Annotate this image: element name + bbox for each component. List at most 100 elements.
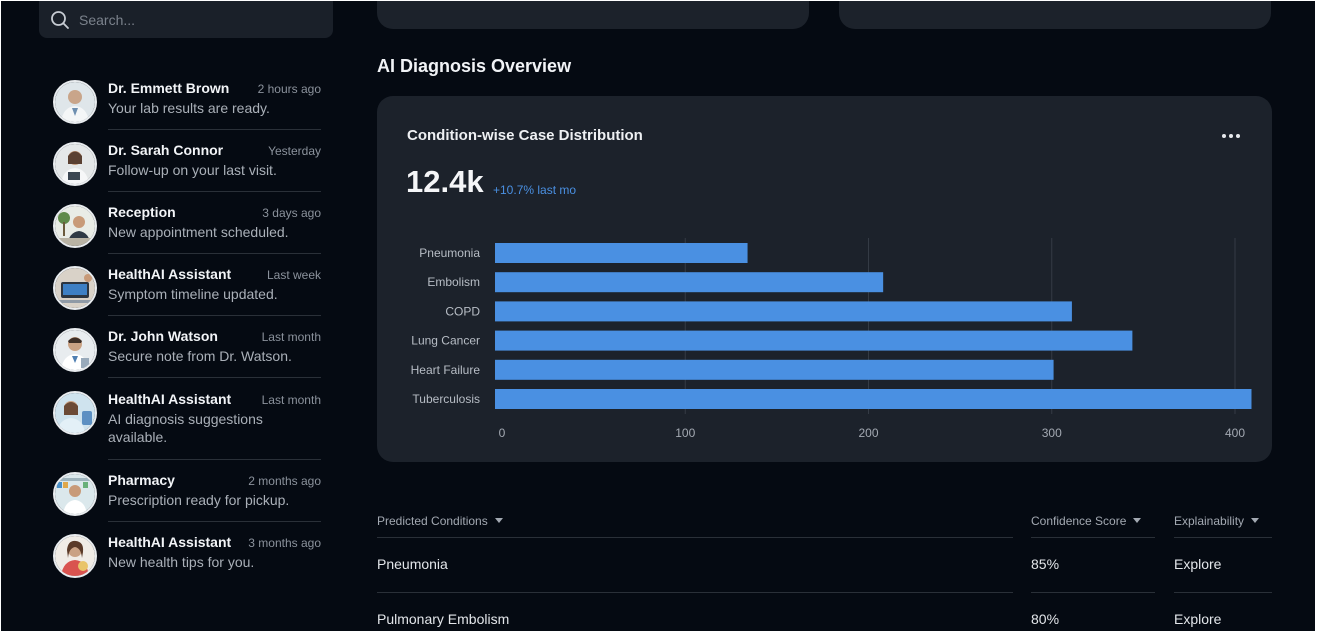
chart-title: Condition-wise Case Distribution: [407, 127, 643, 144]
avatar: [53, 80, 97, 124]
list-item[interactable]: Dr. John Watson Last month Secure note f…: [53, 328, 321, 390]
column-header-predicted-conditions[interactable]: Predicted Conditions: [377, 514, 503, 528]
summary-card: [377, 1, 809, 29]
avatar: [53, 204, 97, 248]
message-preview: New health tips for you.: [108, 554, 255, 570]
divider: [108, 377, 321, 378]
avatar: [53, 266, 97, 310]
divider: [108, 191, 321, 192]
category-label: Lung Cancer: [411, 334, 480, 348]
message-preview: AI diagnosis suggestions available.: [108, 411, 263, 445]
category-label: Pneumonia: [419, 246, 480, 260]
x-tick-label: 200: [858, 426, 878, 440]
caret-down-icon: [494, 518, 503, 523]
timestamp: 3 days ago: [262, 206, 321, 220]
divider: [108, 253, 321, 254]
x-tick-label: 400: [1225, 426, 1245, 440]
sender-name: Pharmacy: [108, 472, 175, 488]
timestamp: Last week: [266, 268, 321, 282]
divider: [108, 129, 321, 130]
category-label: Embolism: [427, 275, 480, 289]
search-icon: [51, 11, 69, 29]
bar: [495, 389, 1252, 409]
timestamp: 2 hours ago: [257, 82, 321, 96]
avatar: [53, 142, 97, 186]
divider: [108, 521, 321, 522]
divider: [1031, 537, 1155, 538]
list-item[interactable]: HealthAI Assistant 3 months ago New heal…: [53, 534, 321, 596]
message-preview: Symptom timeline updated.: [108, 286, 278, 302]
bar: [495, 301, 1072, 322]
confidence-cell: 80%: [1031, 611, 1060, 627]
message-preview: Your lab results are ready.: [108, 100, 270, 116]
category-label: Heart Failure: [411, 363, 481, 377]
divider: [1174, 537, 1272, 538]
sender-name: Dr. Sarah Connor: [108, 142, 224, 158]
chart-card: Condition-wise Case Distribution 12.4k +…: [377, 96, 1272, 462]
sender-name: HealthAI Assistant: [108, 391, 232, 407]
total-cases-value: 12.4k: [406, 164, 484, 199]
condition-cell: Pulmonary Embolism: [377, 611, 510, 627]
sender-name: HealthAI Assistant: [108, 534, 232, 550]
bar-chart: 0 100 200 300 400 Pneumonia Embolism COPD Lung C…: [411, 238, 1252, 440]
search-bar[interactable]: [39, 1, 333, 38]
column-header-explainability[interactable]: Explainability: [1174, 514, 1260, 528]
divider: [377, 537, 1013, 538]
list-item[interactable]: HealthAI Assistant Last month AI diagnos…: [53, 391, 321, 461]
sender-name: HealthAI Assistant: [108, 266, 232, 282]
category-label: Tuberculosis: [412, 392, 480, 406]
avatar: [53, 472, 97, 516]
more-options-button[interactable]: [1213, 126, 1249, 146]
message-preview: New appointment scheduled.: [108, 224, 289, 240]
message-preview: Follow-up on your last visit.: [108, 162, 277, 178]
caret-down-icon: [1251, 518, 1260, 523]
list-item[interactable]: HealthAI Assistant Last week Symptom tim…: [53, 266, 321, 328]
bar: [495, 272, 884, 293]
list-item[interactable]: Pharmacy 2 months ago Prescription ready…: [53, 472, 321, 534]
message-preview: Secure note from Dr. Watson.: [108, 348, 292, 364]
caret-down-icon: [1133, 518, 1142, 523]
header-label: Confidence Score: [1031, 514, 1127, 528]
x-tick-label: 300: [1042, 426, 1062, 440]
timestamp: Last month: [261, 393, 321, 407]
sender-name: Reception: [108, 204, 176, 220]
x-tick-label: 100: [675, 426, 695, 440]
column-header-confidence-score[interactable]: Confidence Score: [1031, 514, 1142, 528]
search-input[interactable]: [79, 9, 319, 31]
confidence-cell: 85%: [1031, 556, 1060, 572]
condition-cell: Pneumonia: [377, 556, 448, 572]
sender-name: Dr. Emmett Brown: [108, 80, 230, 96]
bar: [495, 359, 1054, 380]
timestamp: Last month: [261, 330, 321, 344]
explore-link[interactable]: Explore: [1174, 611, 1222, 627]
list-item[interactable]: Reception 3 days ago New appointment sch…: [53, 204, 321, 266]
avatar: [53, 391, 97, 435]
list-item[interactable]: Dr. Sarah Connor Yesterday Follow-up on …: [53, 142, 321, 204]
summary-card: [839, 1, 1271, 29]
timestamp: 3 months ago: [248, 536, 321, 550]
avatar: [53, 328, 97, 372]
timestamp: Yesterday: [268, 144, 321, 158]
bar: [495, 243, 748, 263]
more-horizontal-icon-dot: [1236, 134, 1240, 138]
more-horizontal-icon: [1222, 134, 1226, 138]
header-label: Explainability: [1174, 514, 1245, 528]
sender-name: Dr. John Watson: [108, 328, 218, 344]
divider: [377, 592, 1013, 593]
divider: [1031, 592, 1155, 593]
trend-indicator: +10.7% last mo: [493, 183, 577, 197]
x-tick-label: 0: [499, 426, 506, 440]
timestamp: 2 months ago: [248, 474, 321, 488]
list-item[interactable]: Dr. Emmett Brown 2 hours ago Your lab re…: [53, 80, 321, 142]
explore-link[interactable]: Explore: [1174, 556, 1222, 572]
section-title: AI Diagnosis Overview: [377, 56, 572, 76]
message-preview: Prescription ready for pickup.: [108, 492, 290, 508]
divider: [108, 315, 321, 316]
divider: [1174, 592, 1272, 593]
category-label: COPD: [445, 304, 480, 318]
divider: [108, 459, 321, 460]
more-horizontal-icon-dot: [1229, 134, 1233, 138]
header-label: Predicted Conditions: [377, 514, 488, 528]
bar: [495, 330, 1133, 351]
